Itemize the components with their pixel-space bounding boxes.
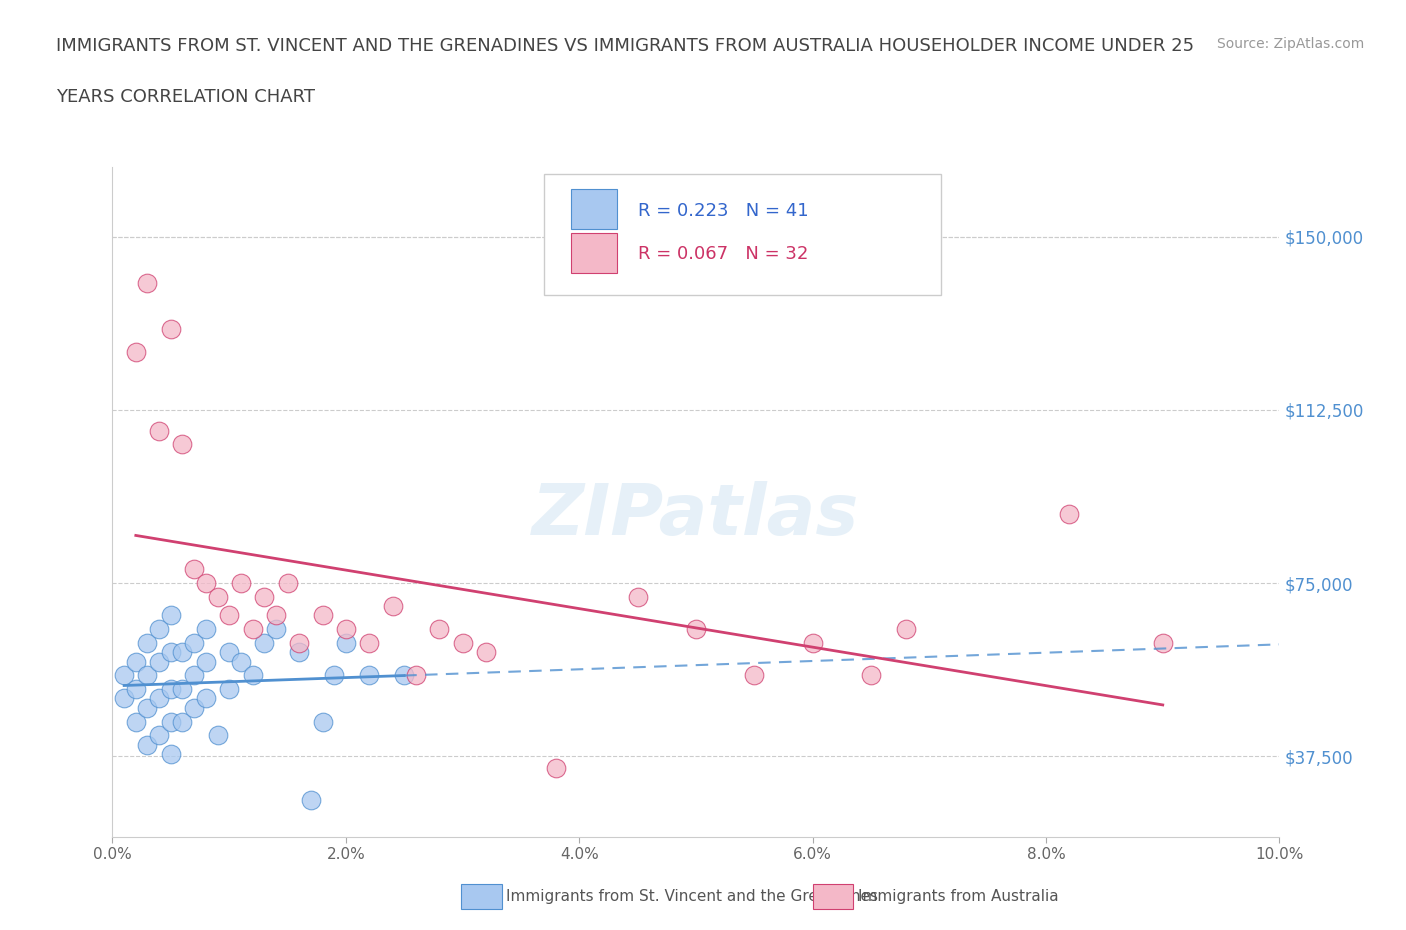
Point <box>136 737 159 752</box>
Point <box>160 322 183 337</box>
Point <box>242 668 264 683</box>
Point <box>172 714 194 729</box>
Point <box>299 792 322 807</box>
Text: IMMIGRANTS FROM ST. VINCENT AND THE GRENADINES VS IMMIGRANTS FROM AUSTRALIA HOUS: IMMIGRANTS FROM ST. VINCENT AND THE GREN… <box>56 37 1194 55</box>
Point <box>253 590 276 604</box>
Point <box>229 576 252 591</box>
Point <box>136 275 159 290</box>
Point <box>172 682 194 697</box>
Point <box>148 728 170 743</box>
Point <box>742 668 765 683</box>
Point <box>148 654 170 669</box>
Point <box>276 576 298 591</box>
Point <box>112 668 135 683</box>
Point <box>229 654 252 669</box>
Point <box>288 644 311 659</box>
Point <box>148 622 170 637</box>
Point <box>475 644 498 659</box>
Point <box>125 714 148 729</box>
Point <box>183 635 205 650</box>
Point <box>183 700 205 715</box>
Point <box>136 635 159 650</box>
Point <box>207 728 229 743</box>
Point <box>183 562 205 577</box>
Point <box>427 622 450 637</box>
Point <box>859 668 883 683</box>
Point <box>392 668 416 683</box>
Point <box>311 714 333 729</box>
Text: ZIPatlas: ZIPatlas <box>533 481 859 550</box>
Point <box>323 668 346 683</box>
Point <box>626 590 648 604</box>
Point <box>242 622 264 637</box>
Point <box>1152 635 1174 650</box>
Text: Immigrants from St. Vincent and the Grenadines: Immigrants from St. Vincent and the Gren… <box>506 889 879 904</box>
Point <box>1059 506 1081 521</box>
Point <box>172 437 194 452</box>
Point <box>172 644 194 659</box>
Point <box>685 622 707 637</box>
Point <box>359 635 381 650</box>
Point <box>359 668 381 683</box>
Point <box>112 691 135 706</box>
Point <box>253 635 276 650</box>
Point <box>801 635 824 650</box>
Point <box>194 654 217 669</box>
Point <box>183 668 205 683</box>
Point <box>218 644 240 659</box>
Point <box>125 654 148 669</box>
Text: R = 0.223   N = 41: R = 0.223 N = 41 <box>638 202 808 219</box>
FancyBboxPatch shape <box>571 190 617 229</box>
Point <box>136 668 159 683</box>
Point <box>264 608 287 623</box>
Text: R = 0.067   N = 32: R = 0.067 N = 32 <box>638 246 808 263</box>
Point <box>381 599 404 614</box>
Point <box>194 576 217 591</box>
Point <box>160 644 183 659</box>
Point <box>148 691 170 706</box>
Point <box>160 747 183 762</box>
Point <box>148 423 170 438</box>
Point <box>335 622 357 637</box>
Point <box>544 761 567 776</box>
Point <box>160 682 183 697</box>
Point <box>125 345 148 360</box>
FancyBboxPatch shape <box>544 174 941 295</box>
Point <box>194 691 217 706</box>
Point <box>264 622 287 637</box>
Point <box>218 608 240 623</box>
Text: YEARS CORRELATION CHART: YEARS CORRELATION CHART <box>56 88 315 106</box>
Point <box>451 635 474 650</box>
Point <box>311 608 333 623</box>
Point <box>160 608 183 623</box>
Point <box>125 682 148 697</box>
Point <box>335 635 357 650</box>
Point <box>207 590 229 604</box>
Point <box>894 622 917 637</box>
Point <box>405 668 427 683</box>
Point <box>218 682 240 697</box>
Point <box>288 635 311 650</box>
Text: Immigrants from Australia: Immigrants from Australia <box>858 889 1059 904</box>
Text: Source: ZipAtlas.com: Source: ZipAtlas.com <box>1216 37 1364 51</box>
FancyBboxPatch shape <box>571 233 617 272</box>
Point <box>136 700 159 715</box>
Point <box>194 622 217 637</box>
Point <box>160 714 183 729</box>
